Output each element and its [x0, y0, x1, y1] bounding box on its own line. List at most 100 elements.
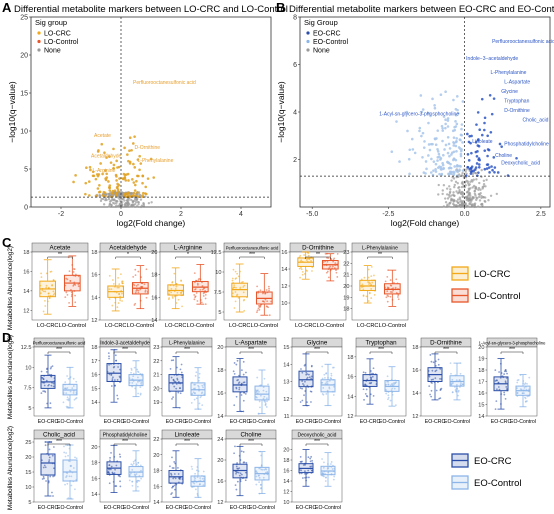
- data-point: [300, 266, 302, 269]
- data-point: [395, 292, 398, 294]
- legend: LO-CRC LO-Control: [451, 266, 520, 303]
- point-none: [460, 204, 464, 207]
- data-point: [177, 298, 180, 301]
- point-none: [111, 198, 114, 202]
- y-tick-label: 18: [217, 368, 223, 374]
- point-none: [482, 196, 485, 199]
- data-point: [265, 390, 268, 393]
- data-point: [267, 285, 270, 288]
- x-tick-label: LO-CRC: [229, 323, 250, 329]
- point-label: Perfluorooctanesulfonic acid: [492, 39, 554, 45]
- x-tick-label: LO-CRC: [37, 323, 58, 329]
- point-sig: [452, 173, 456, 176]
- data-point: [259, 483, 262, 486]
- point-sig: [149, 157, 153, 161]
- point-none: [481, 185, 484, 189]
- point-none: [120, 203, 124, 206]
- data-point: [258, 400, 261, 403]
- data-point: [107, 352, 110, 354]
- y-tick-label: 20: [153, 386, 159, 392]
- x-tick-label: LO-CRC: [105, 323, 126, 329]
- data-point: [131, 382, 134, 384]
- data-point: [301, 399, 304, 402]
- data-point: [113, 379, 116, 381]
- y-tick-label: 16: [91, 476, 97, 482]
- data-point: [194, 472, 196, 475]
- data-point: [435, 369, 438, 372]
- data-point: [259, 305, 262, 308]
- data-point: [50, 375, 53, 378]
- x-tick-label: EO-Control: [315, 505, 341, 511]
- data-point: [119, 455, 122, 458]
- data-point: [301, 371, 304, 374]
- point-none: [485, 178, 488, 182]
- point-label: Deoxycholic_acid: [501, 160, 540, 166]
- y-tick-label: 14: [412, 391, 418, 397]
- data-point: [325, 372, 328, 375]
- data-point: [310, 365, 313, 368]
- data-point: [174, 477, 177, 480]
- point-none: [484, 200, 487, 203]
- data-point: [196, 282, 199, 285]
- data-point: [389, 284, 392, 287]
- data-point: [51, 284, 54, 286]
- point-none: [465, 168, 468, 171]
- facet-title: Perfluorooctanesulfonic acid: [33, 341, 86, 346]
- data-point: [45, 480, 47, 482]
- point-none: [461, 191, 464, 194]
- y-tick-label: 15: [20, 91, 28, 98]
- y-tick-label: 5: [24, 167, 28, 174]
- point-none: [117, 205, 120, 208]
- point-none: [479, 188, 482, 191]
- point-none: [472, 196, 475, 200]
- point-sig: [144, 185, 148, 189]
- data-point: [139, 392, 142, 395]
- data-point: [495, 400, 498, 403]
- point-sig: [112, 147, 115, 151]
- data-point: [112, 371, 115, 373]
- data-point: [132, 372, 135, 375]
- data-point: [53, 292, 56, 295]
- y-tick-label: 12: [91, 318, 97, 324]
- data-point: [268, 287, 270, 290]
- y-tick-label: 15: [283, 345, 289, 351]
- point-sig: [464, 174, 468, 177]
- data-point: [235, 465, 238, 468]
- data-point: [258, 474, 260, 477]
- point-none: [107, 197, 111, 201]
- y-tick-label: 12.5: [211, 250, 222, 256]
- point-none: [123, 199, 126, 202]
- data-point: [64, 387, 66, 390]
- data-point: [265, 397, 268, 400]
- facet-panel: [223, 251, 281, 321]
- point-sig: [96, 187, 100, 190]
- x-tick-label: 2.5: [536, 211, 546, 218]
- data-point: [179, 387, 181, 390]
- point-none: [127, 203, 131, 206]
- data-point: [198, 277, 200, 280]
- data-point: [256, 471, 259, 474]
- data-point: [237, 382, 240, 385]
- data-point: [116, 397, 119, 400]
- data-point: [48, 296, 51, 299]
- data-point: [65, 476, 67, 478]
- data-point: [390, 389, 393, 392]
- point-sig: [111, 192, 115, 195]
- sig-label: ***: [378, 347, 384, 353]
- data-point: [121, 300, 123, 302]
- point-sig: [480, 133, 484, 137]
- point-sig: [454, 125, 458, 128]
- point-none: [467, 197, 471, 201]
- data-point: [516, 387, 518, 389]
- point-none: [469, 187, 472, 190]
- data-point: [242, 381, 245, 384]
- point-sig: [110, 195, 113, 198]
- point-none: [480, 196, 483, 200]
- data-point: [263, 400, 266, 402]
- point-sig: [88, 165, 92, 169]
- point-sig: [436, 129, 440, 132]
- data-point: [69, 390, 72, 393]
- data-point: [201, 404, 204, 406]
- point-sig: [131, 178, 134, 181]
